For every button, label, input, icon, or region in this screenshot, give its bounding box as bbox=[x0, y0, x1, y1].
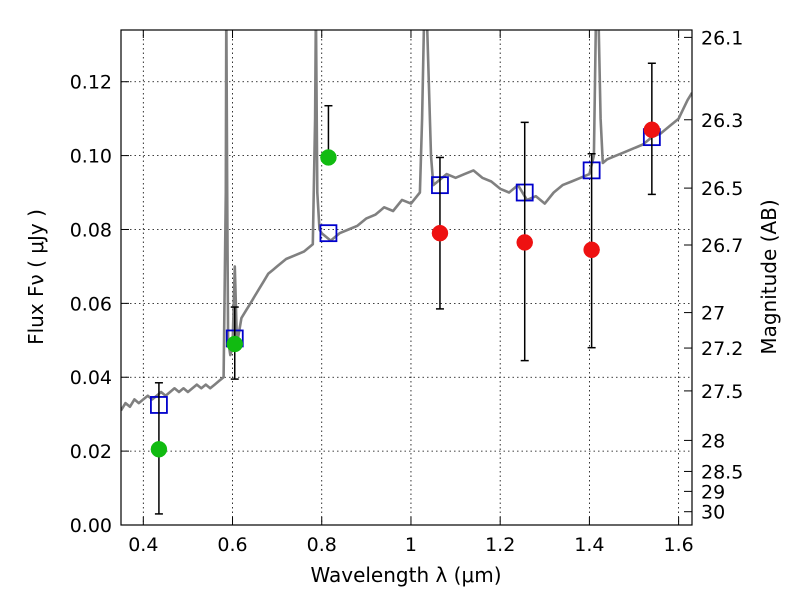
y-tick-label: 0.08 bbox=[70, 219, 112, 241]
x-tick-label: 0.6 bbox=[217, 534, 247, 556]
grid bbox=[121, 30, 692, 526]
green-data-point bbox=[226, 335, 244, 353]
red-data-point bbox=[516, 234, 533, 251]
right-tick-label: 26.7 bbox=[701, 235, 743, 257]
red-data-point bbox=[643, 121, 661, 138]
y-axis-label: Flux Fν ( μJy ) bbox=[24, 209, 48, 345]
green-data-point bbox=[150, 441, 168, 458]
right-tick-label: 26.1 bbox=[701, 27, 743, 49]
right-tick-label: 27 bbox=[701, 303, 725, 325]
right-tick-label: 29 bbox=[701, 481, 725, 503]
right-tick-label: 26.3 bbox=[701, 110, 743, 132]
x-tick-label: 0.4 bbox=[128, 534, 158, 556]
right-tick-label: 28.5 bbox=[701, 461, 743, 483]
y-tick-label: 0.00 bbox=[70, 515, 112, 537]
right-tick-label: 27.2 bbox=[701, 338, 743, 360]
spectrum-layer bbox=[121, 30, 692, 412]
x-tick-label: 1.6 bbox=[664, 534, 694, 556]
right-axis-label: Magnitude (AB) bbox=[757, 199, 781, 354]
red-data-point bbox=[431, 224, 449, 242]
y-tick-label: 0.04 bbox=[70, 367, 112, 389]
right-tick-label: 27.5 bbox=[701, 381, 743, 403]
x-tick-label: 0.8 bbox=[307, 534, 337, 556]
x-tick-label: 1.4 bbox=[574, 534, 604, 556]
spectrum-line bbox=[121, 30, 692, 412]
y-tick-label: 0.12 bbox=[70, 72, 112, 94]
red-data-point bbox=[583, 241, 600, 259]
green-data-point bbox=[320, 149, 337, 166]
x-tick-label: 1.2 bbox=[485, 534, 515, 556]
plot-frame bbox=[120, 29, 693, 526]
model-square-point bbox=[319, 224, 338, 243]
y-tick-label: 0.02 bbox=[70, 441, 112, 463]
ticks: 0.4 0.6 0.8 1 1.2 1.4 1.6 0.00 0.02 0.04 0.06 0.08 0… bbox=[70, 27, 744, 556]
right-tick-label: 26.5 bbox=[701, 178, 743, 200]
x-tick-label: 1 bbox=[405, 534, 417, 556]
points-layer bbox=[150, 62, 661, 515]
x-axis-label: Wavelength λ (μm) bbox=[310, 563, 501, 587]
right-tick-label: 30 bbox=[701, 502, 725, 524]
y-tick-label: 0.06 bbox=[70, 293, 112, 315]
right-tick-label: 28 bbox=[701, 430, 725, 452]
y-tick-label: 0.10 bbox=[70, 146, 112, 168]
